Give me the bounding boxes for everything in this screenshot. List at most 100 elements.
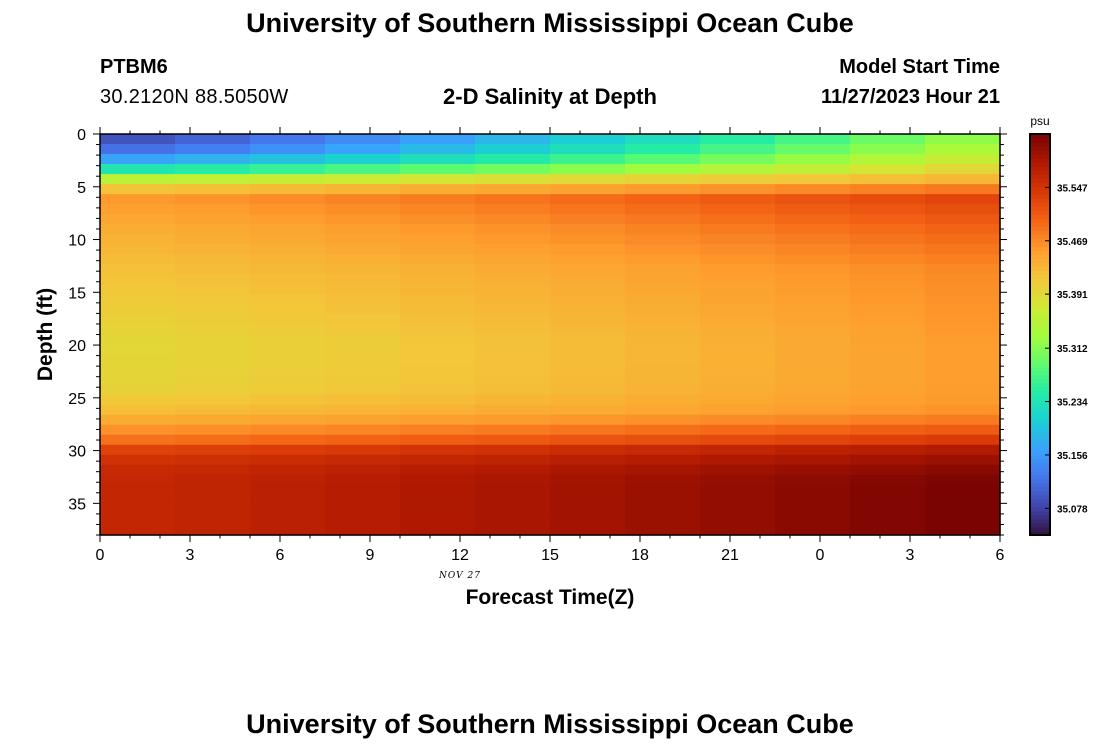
heatmap-cell [100, 304, 176, 316]
x-tick-label: 6 [996, 547, 1005, 564]
colorbar-segment [1030, 374, 1050, 380]
colorbar-segment [1030, 326, 1050, 332]
heatmap-cell [925, 274, 1001, 285]
colorbar-segment [1030, 526, 1050, 532]
heatmap-cell [625, 224, 701, 235]
heatmap-cell [475, 514, 551, 526]
heatmap-cell [250, 494, 326, 506]
colorbar-segment [1030, 482, 1050, 488]
colorbar-segment [1030, 466, 1050, 472]
heatmap-cell [175, 494, 251, 506]
colorbar-segment [1030, 254, 1050, 259]
heatmap-cell [925, 364, 1001, 376]
colorbar-segment [1030, 414, 1050, 420]
heatmap-cell [325, 344, 401, 356]
heatmap-cell [100, 494, 176, 506]
heatmap-cell [100, 424, 176, 436]
heatmap-cell [775, 434, 851, 446]
heatmap-cell [475, 484, 551, 496]
heatmap-cell [250, 374, 326, 386]
heatmap-cell [250, 294, 326, 306]
heatmap-cell [550, 254, 626, 265]
heatmap-cell [625, 394, 701, 406]
heatmap-cell [100, 234, 176, 245]
heatmap-cell [775, 224, 851, 235]
colorbar-segment [1030, 138, 1050, 143]
heatmap-cell [700, 504, 776, 516]
heatmap-cell [700, 344, 776, 356]
colorbar-tick-label: 35.469 [1057, 237, 1088, 248]
heatmap-cell [400, 314, 476, 326]
heatmap-cell [175, 264, 251, 275]
heatmap-cell [400, 264, 476, 275]
heatmap-cell [550, 324, 626, 336]
heatmap-cell [700, 494, 776, 506]
heatmap-cell [100, 324, 176, 336]
heatmap-cell [625, 164, 701, 175]
colorbar-segment [1030, 302, 1050, 308]
colorbar-segment [1030, 170, 1050, 175]
heatmap-cell [925, 404, 1001, 416]
heatmap-cell [325, 414, 401, 426]
heatmap-cell [175, 524, 251, 536]
heatmap-cell [775, 344, 851, 356]
heatmap-cell [175, 364, 251, 376]
heatmap-cell [625, 514, 701, 526]
heatmap-cell [100, 144, 176, 155]
heatmap-cell [100, 504, 176, 516]
heatmap-cell [250, 174, 326, 185]
heatmap-cell [100, 444, 176, 456]
heatmap-cell [475, 304, 551, 316]
heatmap-cell [850, 464, 926, 476]
heatmap-cell [850, 234, 926, 245]
heatmap-cell [700, 214, 776, 225]
colorbar-segment [1030, 410, 1050, 416]
colorbar-segment [1030, 154, 1050, 159]
colorbar-segment [1030, 262, 1050, 267]
colorbar-segment [1030, 242, 1050, 247]
heatmap-cell [250, 194, 326, 205]
heatmap-cell [100, 314, 176, 326]
colorbar-segment [1030, 398, 1050, 404]
heatmap-cell [700, 474, 776, 486]
heatmap-cell [775, 324, 851, 336]
heatmap-cell [325, 164, 401, 175]
heatmap-cell [700, 224, 776, 235]
heatmap-cell [850, 494, 926, 506]
colorbar-segment [1030, 366, 1050, 372]
heatmap-cell [850, 274, 926, 285]
heatmap-cell [850, 344, 926, 356]
colorbar-segment [1030, 238, 1050, 243]
heatmap-cell [250, 264, 326, 275]
heatmap-cell [550, 164, 626, 175]
colorbar-segment [1030, 298, 1050, 304]
heatmap-cell [850, 514, 926, 526]
heatmap-cell [250, 214, 326, 225]
colorbar-segment [1030, 214, 1050, 219]
heatmap-cell [325, 384, 401, 396]
heatmap-cell [325, 374, 401, 386]
heatmap-cell [475, 314, 551, 326]
heatmap-cell [400, 454, 476, 466]
heatmap-cell [250, 444, 326, 456]
heatmap-cell [625, 354, 701, 366]
heatmap-cell [400, 524, 476, 536]
heatmap-cell [550, 344, 626, 356]
heatmap-cell [400, 414, 476, 426]
chart-axes: 0 5 10 15 20 25 30 35 Depth (ft) 0 3 6 9 12 15 18 21 0 3 6 N… [34, 127, 1007, 609]
colorbar-tick-label: 35.156 [1057, 451, 1088, 462]
heatmap-cell [250, 154, 326, 165]
colorbar-segment [1030, 158, 1050, 163]
colorbar-segment [1030, 434, 1050, 440]
colorbar-segment [1030, 282, 1050, 287]
heatmap-cell [475, 244, 551, 255]
heatmap-cell [100, 434, 176, 446]
heatmap-cell [175, 204, 251, 215]
colorbar-segment [1030, 470, 1050, 476]
heatmap-cell [400, 224, 476, 235]
heatmap-cell [325, 174, 401, 185]
heatmap-cell [775, 474, 851, 486]
heatmap-cell [250, 314, 326, 326]
heatmap-cell [850, 214, 926, 225]
heatmap-cell [625, 324, 701, 336]
